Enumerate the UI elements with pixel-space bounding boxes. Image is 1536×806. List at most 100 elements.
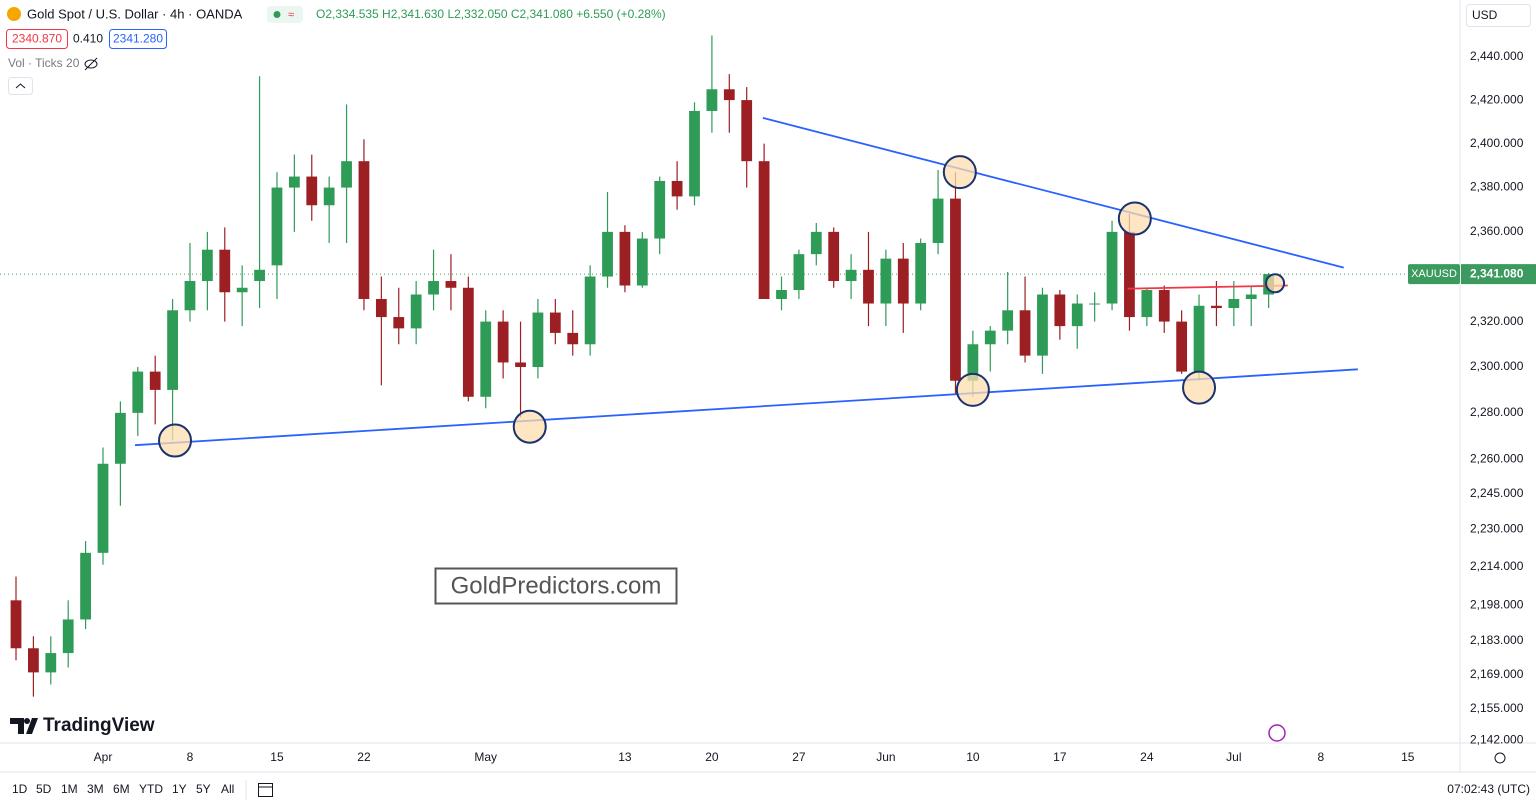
settings-icon[interactable] [1494, 752, 1506, 764]
x-tick-label: 20 [705, 750, 719, 764]
y-tick-label: 2,183.000 [1470, 633, 1524, 647]
candle-body [1228, 299, 1240, 309]
x-tick-label: 10 [966, 750, 980, 764]
candle-body [602, 231, 613, 277]
candle-body [741, 100, 753, 162]
candle-body [567, 332, 579, 345]
candle-body [1071, 303, 1083, 327]
symbol-icon [7, 7, 21, 21]
pivot-circle [1117, 201, 1152, 236]
candle-body [45, 653, 57, 673]
x-tick-label: 22 [357, 750, 371, 764]
range-button[interactable]: 6M [113, 782, 130, 796]
range-button[interactable]: 1Y [172, 782, 187, 796]
candle-body [845, 269, 857, 282]
pivot-circle [955, 372, 990, 407]
candle-body [636, 238, 648, 286]
x-tick-label: Jul [1226, 750, 1241, 764]
candle-body [532, 312, 544, 368]
symbol-title[interactable]: Gold Spot / U.S. Dollar · 4h · OANDA [27, 6, 243, 21]
range-button[interactable]: 5Y [196, 782, 211, 796]
candle-body [706, 89, 718, 111]
y-tick-label: 2,320.000 [1470, 314, 1524, 328]
bid-price: 2340.870 [12, 32, 62, 46]
hide-icon[interactable] [84, 57, 98, 71]
candle-body [462, 287, 474, 397]
candle-body [1054, 294, 1066, 327]
brand[interactable]: TradingView [43, 715, 155, 736]
candle-body [167, 310, 178, 390]
candle-body [515, 362, 526, 368]
x-tick-label: Jun [876, 750, 895, 764]
candle-body [689, 110, 700, 197]
pivot-circle [1265, 273, 1286, 294]
candle-body [932, 198, 944, 243]
ask-price: 2341.280 [113, 32, 163, 46]
candle-body [428, 281, 439, 295]
candle-body [445, 281, 457, 288]
alert-icon[interactable] [1268, 724, 1286, 742]
candle-body [671, 180, 683, 197]
y-tick-label: 2,280.000 [1470, 405, 1524, 419]
status-icon: ≈ [288, 9, 294, 21]
candle-body [619, 231, 631, 286]
trendline [1127, 284, 1288, 290]
candle-body [375, 299, 387, 318]
pivot-circle [942, 155, 977, 190]
status-badge [267, 6, 303, 23]
candle-body [1158, 290, 1170, 322]
y-tick-label: 2,214.000 [1470, 559, 1524, 573]
candle-body [62, 619, 74, 654]
y-tick-label: 2,169.000 [1470, 667, 1524, 681]
collapse-icon [15, 83, 26, 89]
x-tick-label: 17 [1053, 750, 1067, 764]
bid-box[interactable] [6, 29, 68, 49]
candle-body [1019, 310, 1031, 356]
ask-box[interactable] [109, 29, 167, 49]
currency: USD [1472, 8, 1498, 22]
currency-button[interactable] [1466, 4, 1531, 27]
range-button[interactable]: YTD [139, 782, 163, 796]
candle-body [271, 187, 283, 266]
candle-body [358, 161, 370, 300]
y-tick-label: 2,300.000 [1470, 359, 1524, 373]
candle-body [1141, 290, 1153, 318]
x-tick-label: May [474, 750, 497, 764]
candle-body [497, 321, 509, 363]
range-button[interactable]: 1D [12, 782, 28, 796]
symbol-label-bg [1408, 264, 1460, 285]
candle-body [1002, 310, 1014, 331]
pivot-circle [512, 409, 547, 444]
candle-body [306, 176, 318, 206]
trendline [134, 368, 1358, 447]
x-tick-label: 13 [618, 750, 632, 764]
y-tick-label: 2,360.000 [1470, 224, 1524, 238]
y-tick-label: 2,142.000 [1470, 733, 1524, 747]
candle-body [584, 276, 596, 345]
x-tick-label: 15 [1401, 750, 1415, 764]
calendar-icon[interactable] [258, 783, 273, 797]
candle-body [758, 161, 770, 300]
candle-body [97, 463, 109, 553]
collapse-button[interactable] [8, 77, 33, 95]
pivot-circle [1182, 370, 1217, 405]
candle-body [776, 290, 787, 300]
range-button[interactable]: All [221, 782, 234, 796]
candle-body [880, 258, 892, 304]
candle-body [828, 231, 840, 282]
candle-body [1037, 294, 1048, 356]
range-button[interactable]: 1M [61, 782, 78, 796]
y-tick-label: 2,420.000 [1470, 92, 1524, 106]
last-price-bg [1461, 264, 1536, 285]
candle-body [149, 371, 161, 390]
ohlc-readout: O2,334.535 H2,341.630 L2,332.050 C2,341.… [316, 7, 666, 21]
x-tick-label: 8 [187, 750, 194, 764]
candle-body [810, 231, 822, 255]
candle-body [288, 176, 300, 188]
trendline [762, 117, 1345, 269]
range-button[interactable]: 3M [87, 782, 104, 796]
range-button[interactable]: 5D [36, 782, 52, 796]
brand-logo [10, 718, 38, 734]
plot-area [0, 35, 1460, 697]
candle-body [236, 287, 248, 293]
